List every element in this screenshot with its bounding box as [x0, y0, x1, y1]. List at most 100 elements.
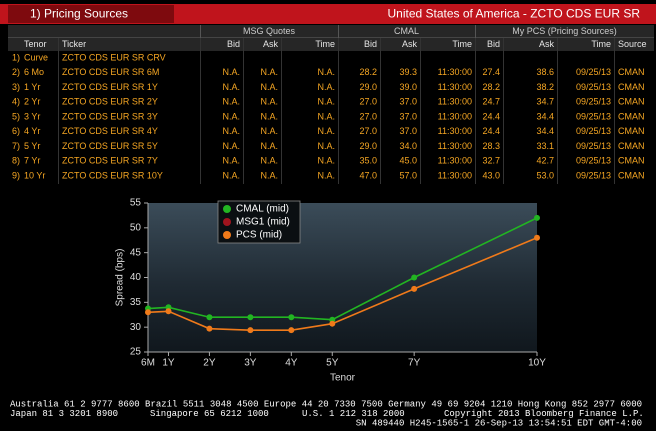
y-tick-label: 30 [130, 322, 142, 333]
footer-line: Copyright 2013 Bloomberg Finance L.P. [444, 409, 644, 419]
cell: 39.0 [399, 82, 417, 92]
cell: 11:30:00 [438, 67, 472, 77]
group-header: MSG Quotes [243, 26, 296, 36]
row-number[interactable]: 4) [12, 97, 20, 107]
cell: N.A. [317, 170, 335, 180]
cell: 42.7 [536, 156, 554, 166]
column-header: Time [315, 39, 335, 49]
cell: 38.6 [536, 67, 554, 77]
cell: N.A. [260, 141, 278, 151]
cell: 27.0 [359, 97, 377, 107]
row-number[interactable]: 9) [12, 170, 20, 180]
footer: Australia 61 2 9777 8600 Brazil 5511 304… [10, 399, 644, 428]
cell: 28.3 [482, 141, 500, 151]
cell: 57.0 [399, 170, 417, 180]
legend-label: PCS (mid) [236, 230, 282, 241]
cell: CMAN [618, 111, 645, 121]
group-header: My PCS (Pricing Sources) [512, 26, 617, 36]
column-header: Time [591, 39, 611, 49]
row-number[interactable]: 8) [12, 156, 20, 166]
column-header: Ticker [62, 39, 86, 49]
series-marker [534, 234, 540, 241]
cell: 09/25/13 [576, 67, 611, 77]
cell: N.A. [222, 82, 240, 92]
cell: 4 Yr [24, 126, 40, 136]
cell: N.A. [260, 156, 278, 166]
y-tick-label: 40 [130, 272, 142, 283]
column-header: Time [452, 39, 472, 49]
column-header: Ask [539, 39, 555, 49]
cell: CMAN [618, 82, 645, 92]
cell: 29.0 [359, 141, 377, 151]
row-number[interactable]: 1) [12, 52, 20, 62]
row-number[interactable]: 3) [12, 82, 20, 92]
cell: 1 Yr [24, 82, 40, 92]
row-number[interactable]: 2) [12, 67, 20, 77]
cell: 38.2 [536, 82, 554, 92]
cell: 34.4 [536, 111, 554, 121]
row-number[interactable]: 6) [12, 126, 20, 136]
cell: N.A. [222, 141, 240, 151]
cell: CMAN [618, 97, 645, 107]
x-tick-label: 1Y [162, 358, 175, 369]
cell: 09/25/13 [576, 126, 611, 136]
cell: 37.0 [399, 97, 417, 107]
legend-swatch [223, 231, 231, 239]
cell: ZCTO CDS EUR SR 7Y [62, 156, 158, 166]
cell: 39.3 [399, 67, 417, 77]
cell: ZCTO CDS EUR SR 6M [62, 67, 159, 77]
cell: N.A. [317, 97, 335, 107]
cell: CMAN [618, 170, 645, 180]
cell: 09/25/13 [576, 156, 611, 166]
cell: 28.2 [359, 67, 377, 77]
cell: 28.2 [482, 82, 500, 92]
y-tick-label: 55 [130, 198, 142, 209]
column-header: Source [618, 39, 647, 49]
cell: 47.0 [359, 170, 377, 180]
cell: 11:30:00 [438, 141, 472, 151]
x-tick-label: 6M [141, 358, 155, 369]
cell: CMAN [618, 156, 645, 166]
x-tick-label: 3Y [244, 358, 257, 369]
cell: 09/25/13 [576, 97, 611, 107]
x-tick-label: 5Y [326, 358, 339, 369]
cell: ZCTO CDS EUR SR 3Y [62, 111, 158, 121]
x-axis-label: Tenor [330, 373, 356, 384]
tab-label[interactable]: 1) Pricing Sources [30, 7, 128, 21]
column-header: Ask [402, 39, 418, 49]
cell: N.A. [317, 126, 335, 136]
cell: 24.7 [482, 97, 500, 107]
cell: N.A. [317, 141, 335, 151]
y-tick-label: 50 [130, 222, 142, 233]
y-tick-label: 45 [130, 247, 142, 258]
chart: 25 30 35 40 45 50 55 6M 1Y 2Y 3Y 4Y 5Y 7Y 10Y Tenor Spre… [115, 198, 547, 384]
row-number[interactable]: 5) [12, 111, 20, 121]
cell: N.A. [260, 170, 278, 180]
cell: 37.0 [399, 126, 417, 136]
x-tick-label: 4Y [285, 358, 298, 369]
cell: CMAN [618, 141, 645, 151]
cell: 2 Yr [24, 97, 40, 107]
cell: N.A. [317, 82, 335, 92]
footer-line: Singapore 65 6212 1000 [150, 409, 269, 419]
cell: 11:30:00 [438, 111, 472, 121]
cell: 33.1 [536, 141, 554, 151]
cell: 6 Mo [24, 67, 44, 77]
row-number[interactable]: 7) [12, 141, 20, 151]
cell: 34.7 [536, 97, 554, 107]
cell: 09/25/13 [576, 82, 611, 92]
header-tab[interactable] [8, 5, 174, 23]
cell: 34.4 [536, 126, 554, 136]
x-tick-label: 7Y [408, 358, 421, 369]
cell: ZCTO CDS EUR SR 5Y [62, 141, 158, 151]
footer-line: Australia 61 2 9777 8600 Brazil 5511 304… [10, 399, 642, 409]
cell: 27.0 [359, 126, 377, 136]
cell: 43.0 [482, 170, 500, 180]
cell: N.A. [260, 82, 278, 92]
column-header: Tenor [24, 39, 47, 49]
series-marker [206, 325, 213, 332]
cell: ZCTO CDS EUR SR 4Y [62, 126, 158, 136]
cell: N.A. [260, 111, 278, 121]
cell: 34.0 [399, 141, 417, 151]
